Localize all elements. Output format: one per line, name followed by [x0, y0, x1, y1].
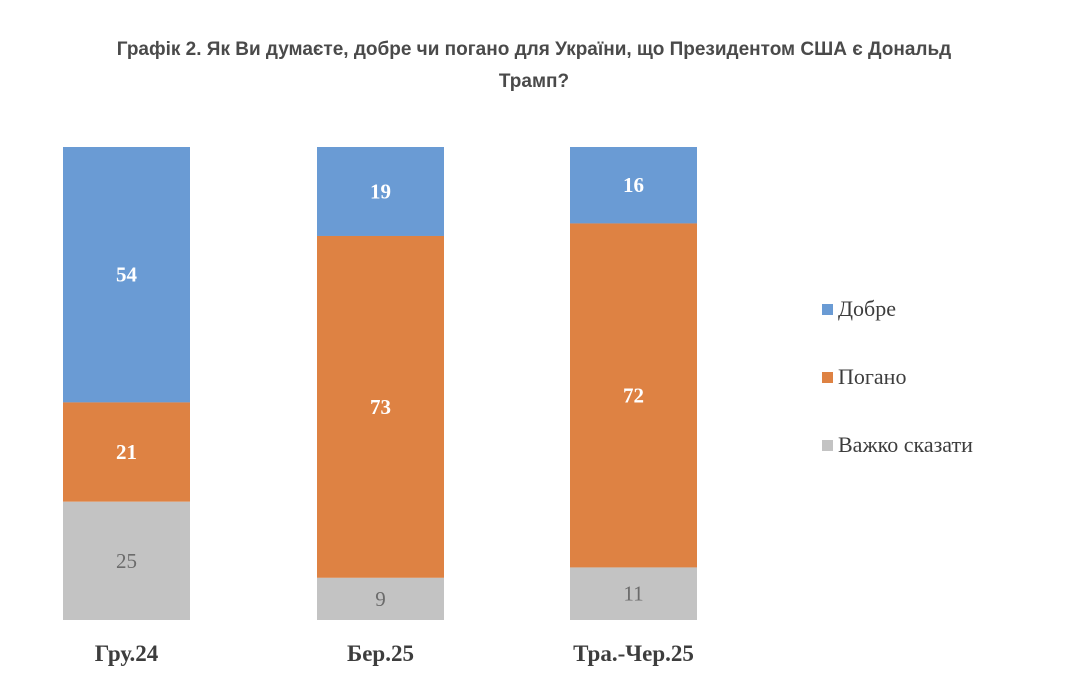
category-label-2: Бер.25	[347, 641, 414, 666]
data-label-hard-to-say-3: 11	[623, 582, 643, 606]
legend-label-bad: Погано	[838, 364, 907, 389]
data-label-bad-3: 72	[623, 383, 644, 407]
category-label-3: Тра.-Чер.25	[573, 641, 694, 666]
legend-swatch-bad	[822, 371, 833, 383]
bar-segment-bad-3	[570, 223, 697, 568]
legend-item-hard-to-say: Важко сказати	[822, 428, 973, 462]
chart-title-line-1: Графік 2. Як Ви думаєте, добре чи погано…	[116, 39, 952, 60]
data-label-good-1: 54	[116, 263, 138, 287]
data-label-bad-2: 73	[370, 395, 391, 419]
legend-label-hard-to-say: Важко сказати	[838, 432, 973, 457]
data-label-hard-to-say-1: 25	[116, 549, 137, 573]
legend-swatch-good	[822, 303, 833, 315]
legend-label-good: Добре	[838, 296, 896, 321]
data-label-hard-to-say-2: 9	[375, 587, 386, 611]
bar-segment-hard-to-say-1	[63, 501, 190, 620]
bar-segment-bad-2	[317, 235, 444, 578]
legend-swatch-hard-to-say	[822, 439, 833, 451]
bar-segment-good-3	[570, 147, 697, 224]
bar-segment-hard-to-say-2	[317, 577, 444, 620]
chart-legend: Добре Погано Важко сказати	[822, 292, 973, 496]
legend-item-bad: Погано	[822, 360, 973, 394]
legend-item-good: Добре	[822, 292, 973, 326]
category-label-1: Гру.24	[95, 641, 159, 666]
chart-title-line-2: Трамп?	[498, 71, 570, 92]
chart-title: Графік 2. Як Ви думаєте, добре чи погано…	[0, 34, 1068, 98]
data-label-good-2: 19	[370, 179, 391, 203]
bar-segment-good-1	[63, 147, 190, 403]
data-label-bad-1: 21	[116, 440, 137, 464]
bar-segment-good-2	[317, 147, 444, 236]
bar-segment-hard-to-say-3	[570, 567, 697, 620]
data-label-good-3: 16	[623, 173, 644, 197]
bar-segment-bad-1	[63, 402, 190, 502]
